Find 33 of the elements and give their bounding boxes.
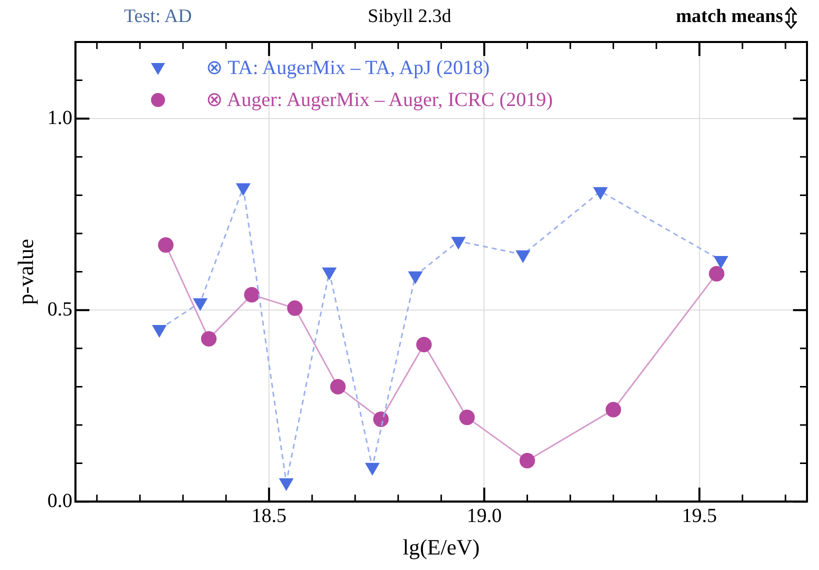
x-tick-label: 19.5: [682, 504, 717, 527]
point: [152, 325, 166, 337]
chart-title: Sibyll 2.3d: [368, 6, 452, 27]
legend-label: ⊗ TA: AugerMix – TA, ApJ (2018): [206, 56, 490, 81]
point: [520, 452, 536, 468]
point: [201, 331, 217, 347]
point: [416, 336, 432, 352]
point: [708, 266, 724, 282]
y-tick-label: 1.0: [47, 106, 72, 129]
y-axis-title: p-value: [12, 238, 38, 305]
point: [244, 287, 260, 303]
x-tick-label: 18.5: [252, 504, 287, 527]
point: [714, 256, 728, 268]
point: [594, 187, 608, 200]
point: [408, 271, 422, 284]
point: [606, 402, 622, 418]
x-tick-label: 19.0: [466, 504, 502, 527]
y-tick-label: 0.5: [47, 298, 72, 320]
legend-label: ⊗ Auger: AugerMix – Auger, ICRC (2019): [206, 88, 553, 113]
point: [452, 236, 466, 249]
point: [236, 183, 250, 196]
point: [287, 300, 303, 316]
point: [158, 237, 174, 253]
point: [516, 250, 530, 262]
point: [193, 298, 208, 310]
y-tick-label: 0.0: [47, 490, 72, 512]
point: [330, 378, 346, 394]
point: [373, 412, 389, 428]
point: [322, 268, 336, 280]
point: [459, 410, 475, 426]
text: match means: [676, 6, 783, 28]
x-axis-title: lg(E/eV): [402, 534, 480, 560]
text: Test: AD: [124, 6, 192, 28]
